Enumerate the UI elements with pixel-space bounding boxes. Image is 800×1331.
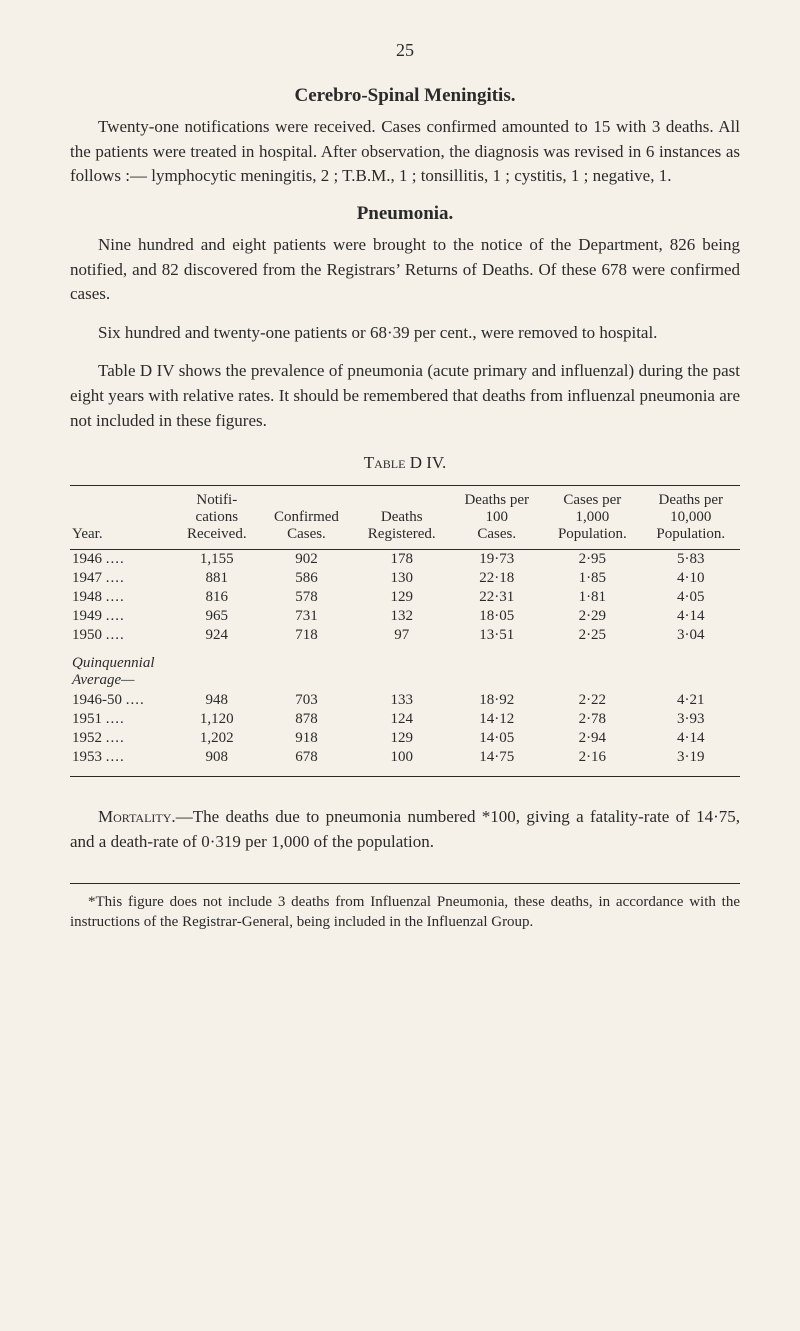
cell-year: 1946-50 .... [70, 691, 174, 710]
cell-value: 100 [353, 748, 450, 777]
cell-value: 129 [353, 729, 450, 748]
cell-value: 678 [260, 748, 353, 777]
cell-value: 816 [174, 588, 260, 607]
cell-value: 902 [260, 550, 353, 570]
group-label-row: Quinquennial Average— [70, 645, 740, 691]
cell-value: 130 [353, 569, 450, 588]
cell-year: 1950 .... [70, 626, 174, 645]
table-title: Table D IV. [70, 453, 740, 473]
cell-year: 1948 .... [70, 588, 174, 607]
cell-value: 129 [353, 588, 450, 607]
cell-value: 1·85 [543, 569, 641, 588]
cell-value: 3·19 [642, 748, 740, 777]
col-confirmed: Confirmed Cases. [260, 486, 353, 550]
cell-value: 718 [260, 626, 353, 645]
cell-value: 918 [260, 729, 353, 748]
cell-value: 3·04 [642, 626, 740, 645]
cell-value: 4·21 [642, 691, 740, 710]
table-row: 1946-50 ....94870313318·922·224·21 [70, 691, 740, 710]
cell-value: 1,202 [174, 729, 260, 748]
table-row: 1950 ....9247189713·512·253·04 [70, 626, 740, 645]
cell-year: 1946 .... [70, 550, 174, 570]
cell-value: 2·94 [543, 729, 641, 748]
cell-value: 4·14 [642, 607, 740, 626]
cell-value: 14·05 [450, 729, 543, 748]
mortality-paragraph: Mortality.—The deaths due to pneumonia n… [70, 805, 740, 854]
cell-year: 1952 .... [70, 729, 174, 748]
table-row: 1951 ....1,12087812414·122·783·93 [70, 710, 740, 729]
cell-value: 19·73 [450, 550, 543, 570]
section-title-meningitis: Cerebro-Spinal Meningitis. [70, 85, 740, 107]
table-row: 1948 ....81657812922·311·814·05 [70, 588, 740, 607]
cell-value: 133 [353, 691, 450, 710]
col-deaths-registered: Deaths Registered. [353, 486, 450, 550]
cell-value: 4·05 [642, 588, 740, 607]
cell-value: 578 [260, 588, 353, 607]
cell-value: 924 [174, 626, 260, 645]
cell-year: 1949 .... [70, 607, 174, 626]
cell-value: 2·95 [543, 550, 641, 570]
pneumonia-para-2: Six hundred and twenty-one patients or 6… [70, 321, 740, 346]
table-header-row: Year. Notifi- cations Received. Confirme… [70, 486, 740, 550]
col-cases-per-1000: Cases per 1,000 Population. [543, 486, 641, 550]
cell-value: 178 [353, 550, 450, 570]
cell-value: 908 [174, 748, 260, 777]
cell-value: 132 [353, 607, 450, 626]
cell-value: 948 [174, 691, 260, 710]
col-deaths-per-10000: Deaths per 10,000 Population. [642, 486, 740, 550]
cell-value: 965 [174, 607, 260, 626]
cell-value: 4·10 [642, 569, 740, 588]
cell-value: 97 [353, 626, 450, 645]
cell-value: 2·25 [543, 626, 641, 645]
group-label: Quinquennial Average— [70, 645, 740, 691]
cell-value: 5·83 [642, 550, 740, 570]
footnote-text: *This figure does not include 3 deaths f… [70, 892, 740, 933]
cell-value: 22·18 [450, 569, 543, 588]
page-number: 25 [70, 40, 740, 61]
table-row: 1946 ....1,15590217819·732·955·83 [70, 550, 740, 570]
cell-value: 2·78 [543, 710, 641, 729]
col-year: Year. [70, 486, 174, 550]
cell-value: 1,120 [174, 710, 260, 729]
mortality-label: Mortality. [98, 807, 176, 826]
cell-value: 731 [260, 607, 353, 626]
col-deaths-per-100: Deaths per 100 Cases. [450, 486, 543, 550]
meningitis-paragraph: Twenty-one notifications were received. … [70, 115, 740, 189]
table-row: 1952 ....1,20291812914·052·944·14 [70, 729, 740, 748]
pneumonia-para-3: Table D IV shows the prevalence of pneum… [70, 359, 740, 433]
document-page: 25 Cerebro-Spinal Meningitis. Twenty-one… [0, 0, 800, 982]
cell-value: 18·05 [450, 607, 543, 626]
cell-value: 703 [260, 691, 353, 710]
col-notifications: Notifi- cations Received. [174, 486, 260, 550]
cell-value: 14·75 [450, 748, 543, 777]
cell-value: 13·51 [450, 626, 543, 645]
table-row: 1953 ....90867810014·752·163·19 [70, 748, 740, 777]
table-row: 1947 ....88158613022·181·854·10 [70, 569, 740, 588]
cell-year: 1953 .... [70, 748, 174, 777]
cell-value: 878 [260, 710, 353, 729]
cell-value: 1·81 [543, 588, 641, 607]
cell-value: 22·31 [450, 588, 543, 607]
section-title-pneumonia: Pneumonia. [70, 203, 740, 225]
cell-value: 14·12 [450, 710, 543, 729]
cell-value: 881 [174, 569, 260, 588]
cell-value: 2·16 [543, 748, 641, 777]
pneumonia-para-1: Nine hundred and eight patients were bro… [70, 233, 740, 307]
cell-value: 2·22 [543, 691, 641, 710]
table-row: 1949 ....96573113218·052·294·14 [70, 607, 740, 626]
footnote-rule [70, 883, 740, 884]
cell-year: 1951 .... [70, 710, 174, 729]
cell-year: 1947 .... [70, 569, 174, 588]
cell-value: 3·93 [642, 710, 740, 729]
cell-value: 586 [260, 569, 353, 588]
cell-value: 4·14 [642, 729, 740, 748]
cell-value: 1,155 [174, 550, 260, 570]
cell-value: 124 [353, 710, 450, 729]
cell-value: 2·29 [543, 607, 641, 626]
pneumonia-table: Year. Notifi- cations Received. Confirme… [70, 485, 740, 777]
cell-value: 18·92 [450, 691, 543, 710]
